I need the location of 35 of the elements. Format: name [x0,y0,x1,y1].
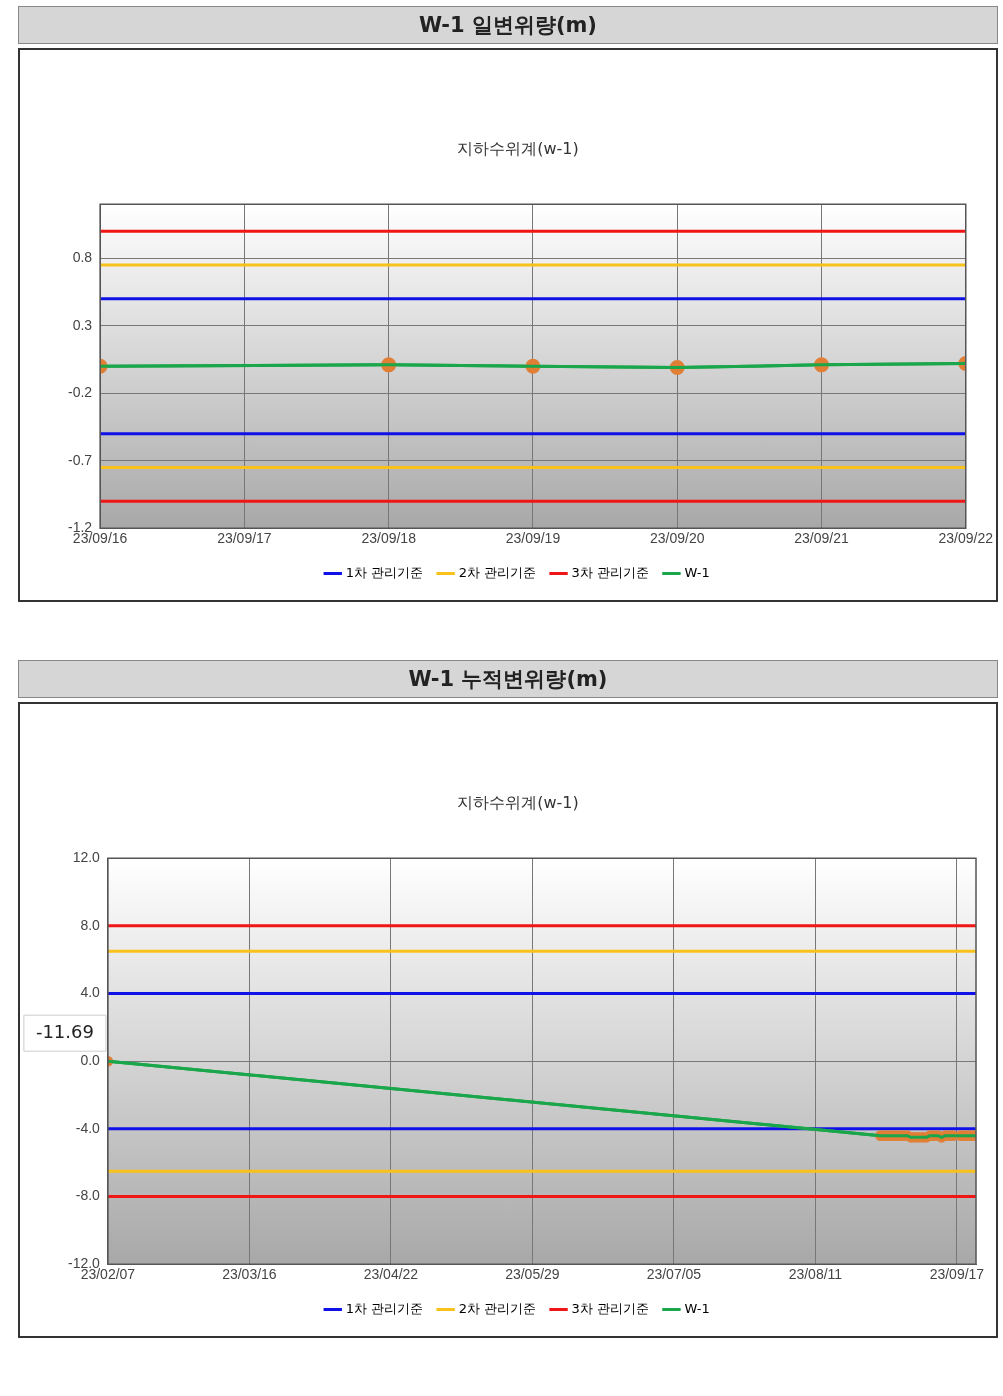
x-tick-label: 23/07/05 [646,1266,702,1283]
legend-label: W-1 [684,1300,710,1316]
legend-label: 3차 관리기준 [571,1300,649,1316]
y-tick-label: 4.0 [80,984,101,1001]
x-tick-label: 23/05/29 [505,1266,560,1283]
chart-title: W-1 누적변위량(m) [18,660,998,698]
x-tick-label: 23/03/16 [222,1266,277,1283]
y-tick-label: -4.0 [75,1119,101,1136]
x-tick-label: 23/09/19 [505,530,561,547]
y-tick-label: 0.8 [72,249,93,266]
y-tick-label: -0.2 [68,384,93,401]
x-tick-label: 23/04/22 [363,1266,419,1283]
x-tick-label: 23/09/18 [361,530,417,547]
chart-subtitle: 지하수위계(w-1) [457,792,579,812]
legend-label: 3차 관리기준 [571,564,649,580]
y-tick-label: -8.0 [75,1187,101,1204]
y-tick-label: 0.0 [80,1052,101,1069]
y-tick-label: 8.0 [80,916,101,933]
x-tick-label: 23/09/17 [929,1266,985,1283]
chart-subtitle: 지하수위계(w-1) [457,138,579,158]
y-tick-label: -0.7 [68,451,93,468]
legend-label: 2차 관리기준 [458,564,537,580]
y-tick-label: 12.0 [72,849,101,866]
annotation: -11.69 [35,1020,94,1042]
x-tick-label: 23/08/11 [788,1266,843,1283]
legend-label: 1차 관리기준 [345,564,424,580]
legend-label: W-1 [684,564,710,580]
x-tick-label: 23/09/22 [938,530,994,547]
chart-title: W-1 일변위량(m) [18,6,998,44]
x-tick-label: 23/09/21 [794,530,849,547]
x-tick-label: 23/09/17 [217,530,272,547]
y-tick-label: 0.3 [72,316,93,333]
legend-label: 1차 관리기준 [345,1300,424,1316]
legend-label: 2차 관리기준 [458,1300,537,1316]
x-tick-label: 23/09/20 [649,530,705,547]
